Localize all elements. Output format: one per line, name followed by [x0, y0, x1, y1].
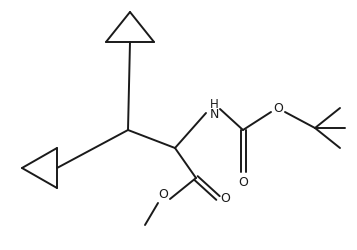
Text: O: O [238, 176, 248, 190]
Text: H: H [210, 98, 218, 112]
Text: O: O [158, 188, 168, 202]
Text: N: N [209, 108, 219, 122]
Text: O: O [273, 102, 283, 114]
Text: O: O [220, 192, 230, 204]
